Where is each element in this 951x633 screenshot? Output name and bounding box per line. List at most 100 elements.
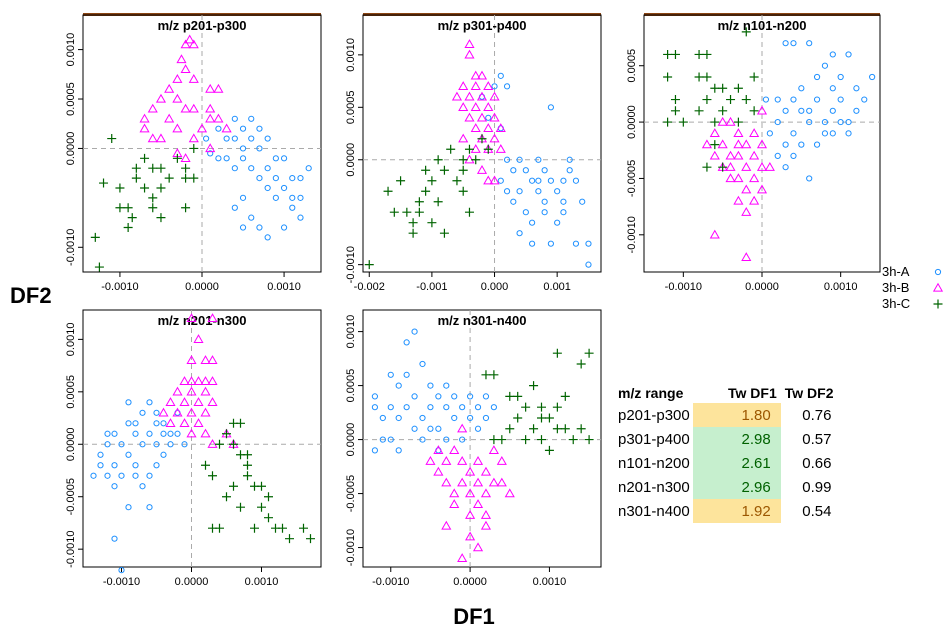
data-point <box>200 376 211 385</box>
data-point <box>513 413 523 423</box>
panel-frame <box>82 309 322 568</box>
y-tick-label: 0.0000 <box>626 105 638 139</box>
series-3h-C <box>90 134 199 272</box>
data-point <box>305 165 312 172</box>
series-3h-B <box>701 105 775 261</box>
data-point <box>741 161 752 171</box>
panel-title: m/z p201-p300 <box>158 18 247 33</box>
data-point <box>853 85 860 92</box>
table-row: p201-p300 1.80 0.76 <box>616 403 837 427</box>
data-point <box>535 188 542 195</box>
data-point <box>414 197 424 207</box>
data-point <box>489 435 499 445</box>
data-point <box>471 155 481 165</box>
data-point <box>207 439 218 448</box>
legend-label: 3h-C <box>882 296 910 311</box>
data-point <box>560 177 567 184</box>
data-point <box>229 481 238 491</box>
x-tick-label: 0.000 <box>481 281 509 293</box>
data-point <box>435 393 442 400</box>
data-point <box>541 167 548 174</box>
data-point <box>379 436 386 443</box>
data-point <box>566 156 573 163</box>
data-point <box>201 460 210 470</box>
data-point <box>451 393 458 400</box>
data-point <box>207 376 218 385</box>
data-point <box>289 174 296 182</box>
y-tick-label: 0.0005 <box>65 82 77 116</box>
data-point <box>215 155 222 162</box>
series-3h-B <box>451 39 506 185</box>
data-point <box>160 420 167 427</box>
data-point <box>239 145 247 152</box>
data-point <box>200 428 211 438</box>
data-point <box>188 74 199 83</box>
data-point <box>147 133 158 143</box>
data-point <box>441 455 452 465</box>
data-point <box>579 198 586 205</box>
data-point <box>411 425 418 432</box>
data-point <box>123 203 133 213</box>
cell-df1: 2.96 <box>692 475 781 499</box>
data-point <box>207 313 218 323</box>
data-point <box>481 370 491 380</box>
series-3h-A <box>371 328 497 454</box>
data-point <box>762 96 770 103</box>
series-3h-B <box>158 313 239 448</box>
data-point <box>248 115 255 122</box>
data-point <box>186 376 197 385</box>
data-point <box>280 184 288 192</box>
data-point <box>845 51 852 58</box>
data-point <box>725 173 736 183</box>
data-point <box>153 441 160 448</box>
data-point <box>148 203 158 213</box>
data-point <box>272 174 279 182</box>
data-point <box>482 393 490 400</box>
data-point <box>710 117 720 127</box>
data-point <box>243 460 252 470</box>
data-point <box>806 107 813 114</box>
data-point <box>215 439 224 449</box>
data-point <box>132 430 139 437</box>
table-row: p301-p400 2.98 0.57 <box>616 427 837 451</box>
data-point <box>458 155 468 165</box>
cell-df2: 0.66 <box>802 454 832 472</box>
data-point <box>223 135 230 142</box>
data-point <box>694 72 704 82</box>
data-point <box>465 488 476 498</box>
data-point <box>774 118 781 126</box>
data-point <box>223 155 230 162</box>
data-point <box>845 118 852 126</box>
data-point <box>782 40 789 47</box>
data-point <box>733 195 744 205</box>
cell-df1: 2.61 <box>692 451 781 475</box>
data-point <box>115 203 125 213</box>
data-point <box>200 355 211 365</box>
data-point <box>701 139 712 149</box>
data-point <box>725 150 736 160</box>
data-point <box>248 135 255 142</box>
data-point <box>663 117 673 127</box>
data-point <box>264 165 271 172</box>
data-point <box>560 209 567 216</box>
data-point <box>289 204 296 211</box>
table-row: n201-n300 2.96 0.99 <box>616 475 837 499</box>
data-point <box>741 207 752 216</box>
data-point <box>529 177 536 184</box>
y-tick-label: -0.0005 <box>345 475 357 512</box>
data-point <box>702 49 712 59</box>
data-point <box>504 488 515 498</box>
data-point <box>464 112 475 122</box>
data-point <box>239 125 247 132</box>
data-point <box>756 105 768 115</box>
data-point <box>572 240 580 247</box>
data-point <box>845 130 852 137</box>
data-point <box>733 139 744 149</box>
data-point <box>465 531 476 541</box>
series-3h-A <box>478 72 592 268</box>
panel-title: m/z n101-n200 <box>718 18 807 33</box>
y-tick-label: 0.0005 <box>65 375 77 409</box>
cell-range: p301-p400 <box>618 430 690 448</box>
header-range: m/z range <box>618 385 684 401</box>
